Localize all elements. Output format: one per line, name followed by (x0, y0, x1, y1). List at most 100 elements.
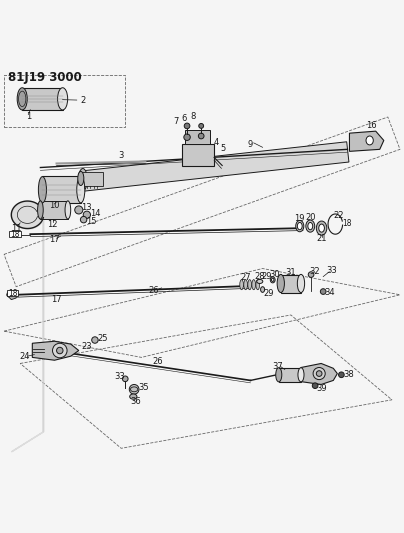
FancyBboxPatch shape (40, 200, 68, 219)
Text: 11: 11 (11, 224, 21, 232)
Text: 39: 39 (316, 384, 326, 393)
Ellipse shape (256, 280, 259, 290)
Circle shape (80, 216, 87, 223)
Ellipse shape (297, 274, 305, 293)
Circle shape (316, 371, 322, 376)
Ellipse shape (38, 201, 43, 219)
Text: 18: 18 (10, 230, 20, 239)
Text: 8: 8 (190, 112, 196, 121)
Text: 37: 37 (273, 362, 283, 371)
Polygon shape (349, 131, 384, 151)
Ellipse shape (277, 274, 284, 293)
Polygon shape (82, 142, 349, 191)
Ellipse shape (270, 277, 275, 283)
Circle shape (57, 348, 63, 354)
FancyBboxPatch shape (81, 172, 103, 185)
Circle shape (320, 289, 326, 294)
Ellipse shape (248, 280, 251, 290)
Text: 4: 4 (214, 138, 219, 147)
Text: 27: 27 (240, 273, 251, 282)
Text: 17: 17 (51, 295, 62, 304)
FancyBboxPatch shape (42, 176, 81, 203)
FancyBboxPatch shape (279, 367, 301, 382)
Ellipse shape (316, 221, 327, 235)
Text: 26: 26 (152, 357, 163, 366)
Ellipse shape (297, 222, 302, 230)
Text: 19: 19 (295, 214, 305, 222)
Ellipse shape (252, 280, 256, 290)
Circle shape (199, 124, 204, 128)
Text: 33: 33 (326, 266, 337, 275)
Text: 10: 10 (49, 201, 60, 211)
Circle shape (75, 206, 83, 214)
Circle shape (83, 211, 90, 219)
Text: 34: 34 (324, 288, 335, 297)
Text: 24: 24 (20, 352, 30, 361)
Ellipse shape (240, 280, 243, 290)
Circle shape (313, 367, 325, 379)
Polygon shape (32, 341, 79, 360)
Ellipse shape (319, 224, 324, 232)
Text: 29: 29 (261, 272, 272, 281)
Ellipse shape (57, 88, 68, 110)
Ellipse shape (257, 279, 263, 284)
Circle shape (184, 134, 190, 141)
Text: 36: 36 (130, 397, 141, 406)
Ellipse shape (17, 88, 27, 110)
Text: 21: 21 (316, 233, 327, 243)
Circle shape (129, 384, 139, 394)
Text: 81J19 3000: 81J19 3000 (8, 70, 82, 84)
FancyBboxPatch shape (281, 274, 301, 293)
Ellipse shape (130, 394, 137, 399)
Text: 25: 25 (98, 334, 108, 343)
Text: 5: 5 (221, 143, 225, 152)
Polygon shape (7, 293, 16, 300)
Ellipse shape (38, 176, 46, 203)
Text: 23: 23 (82, 342, 92, 351)
Text: 3: 3 (118, 151, 124, 160)
Ellipse shape (244, 280, 247, 290)
Text: 7: 7 (173, 117, 179, 126)
Ellipse shape (78, 168, 87, 191)
Text: 1: 1 (26, 112, 31, 120)
FancyBboxPatch shape (9, 231, 21, 237)
Circle shape (184, 123, 190, 129)
Ellipse shape (77, 176, 85, 203)
Circle shape (7, 293, 11, 297)
FancyBboxPatch shape (182, 144, 214, 166)
Text: 15: 15 (86, 217, 96, 226)
Text: 33: 33 (114, 372, 125, 381)
Circle shape (198, 133, 204, 139)
Text: 32: 32 (309, 267, 320, 276)
Circle shape (53, 343, 67, 358)
Ellipse shape (366, 136, 373, 145)
Text: 13: 13 (82, 204, 92, 213)
Text: 28: 28 (255, 272, 265, 281)
Text: 26: 26 (148, 286, 159, 295)
FancyBboxPatch shape (185, 130, 210, 144)
Ellipse shape (306, 220, 315, 232)
Circle shape (15, 233, 19, 237)
Ellipse shape (276, 368, 282, 382)
Text: 14: 14 (90, 209, 100, 219)
Polygon shape (301, 364, 337, 384)
Text: 18: 18 (343, 219, 352, 228)
Ellipse shape (78, 171, 84, 185)
Text: 17: 17 (49, 235, 60, 244)
Circle shape (339, 372, 344, 377)
Ellipse shape (65, 201, 71, 219)
Text: 20: 20 (305, 213, 316, 222)
Ellipse shape (296, 221, 304, 232)
Circle shape (92, 337, 98, 343)
Text: 30: 30 (269, 270, 280, 279)
Ellipse shape (271, 278, 274, 281)
Text: 18: 18 (8, 289, 17, 298)
Text: 16: 16 (366, 120, 377, 130)
Ellipse shape (261, 287, 265, 293)
Text: 35: 35 (138, 383, 149, 392)
Circle shape (122, 376, 128, 382)
Circle shape (312, 383, 318, 389)
Ellipse shape (298, 368, 304, 382)
Ellipse shape (130, 387, 138, 392)
Ellipse shape (308, 222, 313, 230)
